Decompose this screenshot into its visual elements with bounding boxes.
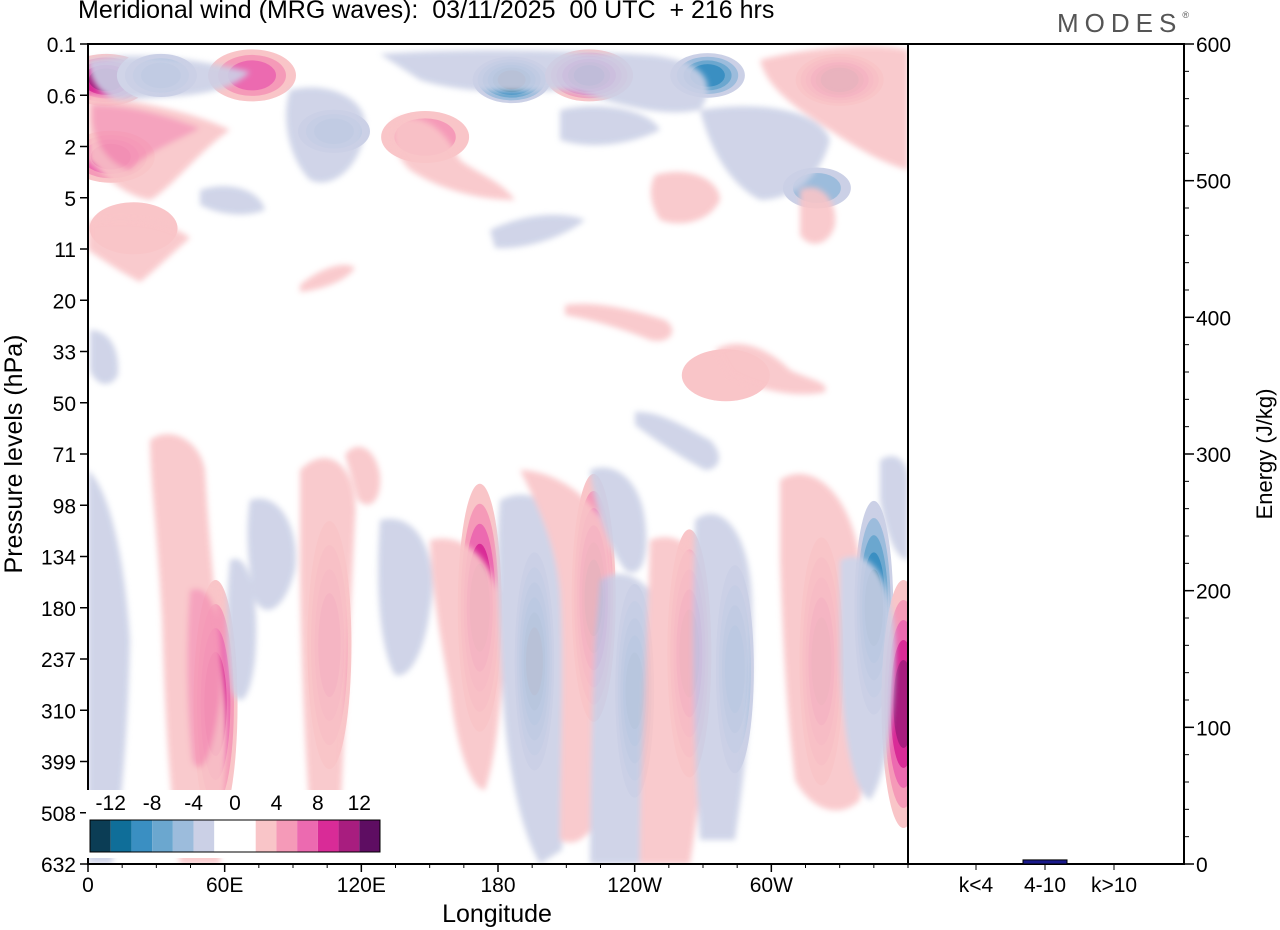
colorbar-swatch bbox=[338, 820, 360, 852]
y-tick-label: 399 bbox=[41, 752, 76, 775]
colorbar-frame bbox=[89, 819, 381, 853]
y-tick-label: 98 bbox=[53, 495, 76, 518]
y-tick-label: 20 bbox=[53, 290, 76, 313]
colorbar-label: -4 bbox=[184, 792, 203, 815]
y-tick-label: 11 bbox=[54, 239, 76, 262]
energy-tick-label: 200 bbox=[1196, 581, 1231, 604]
energy-axis: 0 100 200 300 400 500 600 bbox=[1184, 34, 1231, 877]
y-tick-label: 632 bbox=[41, 854, 76, 877]
brand-name: MODES bbox=[1057, 8, 1183, 38]
x-tick-label: 60E bbox=[206, 874, 243, 897]
colorbar-swatch bbox=[193, 820, 215, 852]
colorbar-swatch bbox=[110, 820, 132, 852]
chart-title: Meridional wind (MRG waves): 03/11/2025 … bbox=[78, 0, 775, 24]
energy-tick-label: 500 bbox=[1196, 171, 1231, 194]
y-tick-label: 0.1 bbox=[47, 34, 76, 57]
wind-anomaly bbox=[208, 49, 296, 102]
colorbar-swatch bbox=[214, 820, 235, 852]
x-tick-label: 180 bbox=[480, 874, 515, 897]
x-tick-label: 120E bbox=[337, 874, 386, 897]
y-tick-label: 0.6 bbox=[47, 85, 76, 108]
colorbar-label: 4 bbox=[271, 792, 283, 815]
y-tick-label: 2 bbox=[64, 137, 76, 160]
y-tick-label: 134 bbox=[41, 547, 76, 570]
colorbar-swatch bbox=[255, 820, 277, 852]
colorbar-label: 8 bbox=[312, 792, 324, 815]
colorbar-label: 12 bbox=[348, 792, 371, 815]
contour-band bbox=[228, 60, 276, 91]
energy-category-label: k<4 bbox=[959, 874, 994, 897]
y-tick-label: 50 bbox=[53, 393, 76, 416]
colorbar-label: -12 bbox=[96, 792, 126, 815]
energy-category-label: k>10 bbox=[1091, 874, 1137, 897]
energy-tick-label: 100 bbox=[1196, 717, 1231, 740]
registered-mark: ® bbox=[1182, 10, 1189, 20]
colorbar: -12 -8 -4 0 4 8 12 bbox=[86, 790, 384, 858]
y-axis-label: Pressure levels (hPa) bbox=[0, 335, 28, 574]
x-tick-label: 0 bbox=[82, 874, 94, 897]
colorbar-swatch bbox=[152, 820, 173, 852]
brand-logo: MODES® bbox=[1057, 8, 1189, 39]
colorbar-swatch bbox=[235, 820, 256, 852]
y-tick-label: 71 bbox=[53, 444, 76, 467]
y-tick-label: 180 bbox=[41, 598, 76, 621]
energy-panel-frame bbox=[907, 43, 1185, 865]
colorbar-swatch bbox=[90, 820, 111, 852]
energy-tick-label: 400 bbox=[1196, 307, 1231, 330]
y-tick-label: 33 bbox=[53, 342, 76, 365]
colorbar-label: 0 bbox=[229, 792, 241, 815]
colorbar-swatch bbox=[172, 820, 194, 852]
contour-band bbox=[893, 660, 908, 748]
x-axis-label: Longitude bbox=[442, 900, 552, 928]
energy-bars: k<4 4-10 k>10 bbox=[959, 859, 1137, 897]
pressure-axis: 0.1 0.6 2 5 11 20 33 50 71 98 134 180 237 310 399 508 63… bbox=[41, 34, 88, 877]
energy-axis-label: Energy (J/kg) bbox=[1252, 389, 1277, 520]
x-tick-label: 60W bbox=[750, 874, 793, 897]
colorbar-swatch bbox=[276, 820, 298, 852]
colorbar-swatch bbox=[359, 820, 380, 852]
colorbar-swatch bbox=[317, 820, 339, 852]
colorbar-swatch bbox=[131, 820, 153, 852]
y-tick-label: 508 bbox=[41, 803, 76, 826]
energy-tick-label: 0 bbox=[1196, 854, 1208, 877]
x-tick-label: 120W bbox=[607, 874, 662, 897]
y-tick-label: 237 bbox=[41, 649, 76, 672]
energy-category-label: 4-10 bbox=[1024, 874, 1066, 897]
energy-bar bbox=[1022, 859, 1068, 865]
y-tick-label: 310 bbox=[41, 700, 76, 723]
colorbar-label: -8 bbox=[143, 792, 162, 815]
energy-tick-label: 600 bbox=[1196, 34, 1231, 57]
energy-tick-label: 300 bbox=[1196, 444, 1231, 467]
heatmap-shading bbox=[88, 46, 908, 864]
y-tick-label: 5 bbox=[64, 188, 76, 211]
longitude-axis: 0 60E 120E 180 120W 60W bbox=[82, 864, 909, 897]
colorbar-swatch bbox=[297, 820, 318, 852]
